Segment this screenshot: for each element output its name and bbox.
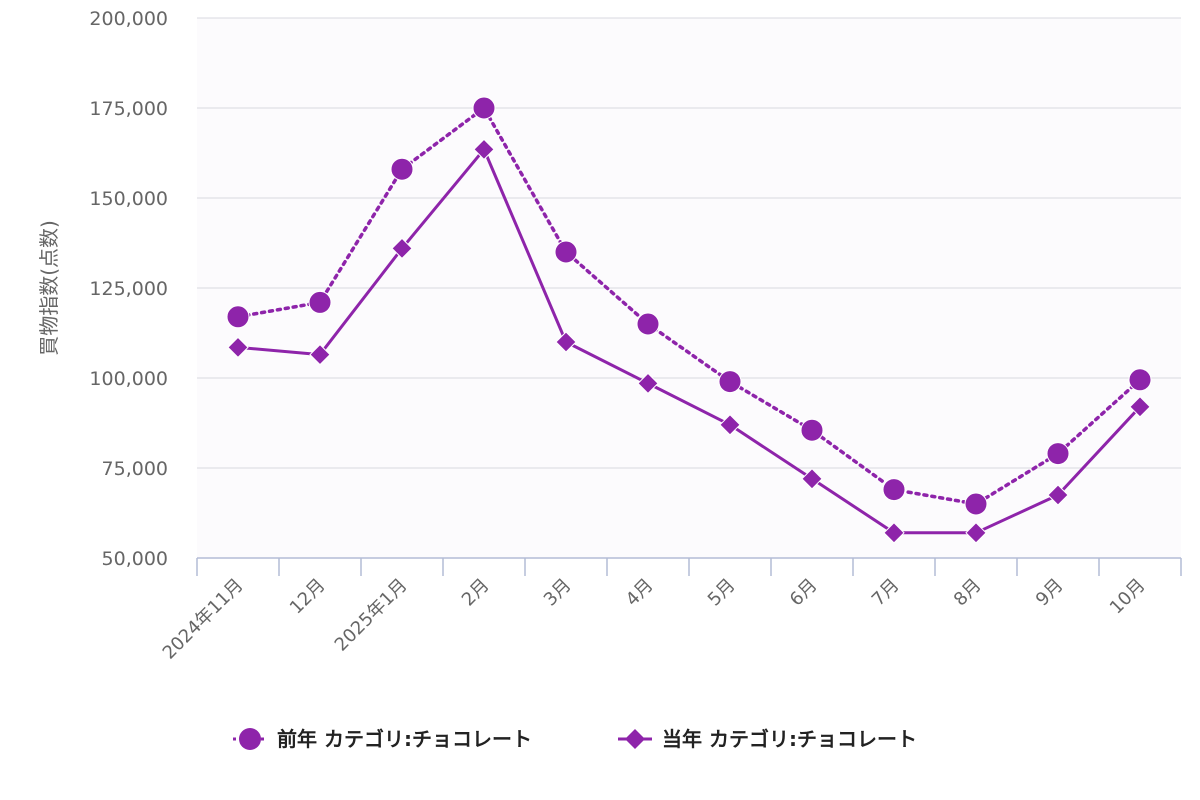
- data-point[interactable]: [472, 96, 496, 120]
- data-point[interactable]: [965, 522, 987, 544]
- series-line: [237, 147, 1142, 535]
- y-tick-label: 150,000: [89, 188, 168, 210]
- x-axis-ticks: 2024年11月 12月 2025年1月 2月 3月 4月 5月 6月 7月 8月 9月 10月: [159, 558, 1182, 664]
- data-point[interactable]: [555, 331, 577, 353]
- x-tick-label: 2月: [458, 575, 494, 611]
- data-point[interactable]: [390, 157, 414, 181]
- x-tick-label: 6月: [786, 575, 822, 611]
- legend-item-current-year[interactable]: 当年 カテゴリ:チョコレート: [618, 727, 917, 751]
- legend-item-previous-year[interactable]: 前年 カテゴリ:チョコレート: [233, 727, 532, 751]
- x-tick-label: 12月: [286, 575, 330, 619]
- legend-label: 当年 カテゴリ:チョコレート: [662, 727, 917, 751]
- x-tick-label: 3月: [540, 575, 576, 611]
- y-axis-ticks: 50,000 75,000 100,000 125,000 150,000 175,000…: [89, 8, 168, 570]
- legend-circle-icon: [239, 728, 261, 750]
- y-tick-label: 50,000: [102, 548, 168, 570]
- series-line: [236, 106, 1142, 506]
- data-point[interactable]: [719, 414, 741, 436]
- data-point[interactable]: [964, 492, 988, 516]
- grid-lines: [197, 17, 1181, 469]
- x-tick-label: 5月: [704, 575, 740, 611]
- data-point[interactable]: [1129, 396, 1151, 418]
- data-point[interactable]: [308, 290, 332, 314]
- data-point[interactable]: [473, 138, 495, 161]
- data-point[interactable]: [636, 312, 660, 336]
- x-tick-label: 8月: [950, 575, 986, 611]
- legend-label: 前年 カテゴリ:チョコレート: [277, 727, 532, 751]
- series-current-year: [227, 138, 1151, 544]
- data-point[interactable]: [1047, 484, 1069, 506]
- data-point[interactable]: [1046, 442, 1070, 466]
- series-group: [226, 96, 1152, 544]
- data-point[interactable]: [1128, 368, 1152, 392]
- data-point[interactable]: [391, 237, 413, 260]
- y-tick-label: 200,000: [89, 8, 168, 30]
- data-point[interactable]: [801, 468, 823, 490]
- data-point[interactable]: [637, 372, 659, 395]
- data-point[interactable]: [226, 305, 250, 329]
- data-point[interactable]: [800, 418, 824, 442]
- y-tick-label: 75,000: [102, 458, 168, 480]
- data-point[interactable]: [883, 522, 905, 544]
- data-point[interactable]: [309, 343, 331, 366]
- x-tick-label: 4月: [622, 575, 658, 611]
- data-point[interactable]: [718, 370, 742, 394]
- legend[interactable]: 前年 カテゴリ:チョコレート 当年 カテゴリ:チョコレート: [233, 727, 917, 751]
- y-tick-label: 175,000: [89, 98, 168, 120]
- x-tick-label: 2024年11月: [159, 575, 248, 664]
- legend-diamond-icon: [625, 729, 645, 749]
- data-point[interactable]: [554, 240, 578, 264]
- x-tick-label: 9月: [1032, 575, 1068, 611]
- y-tick-label: 125,000: [89, 278, 168, 300]
- x-tick-label: 7月: [868, 575, 904, 611]
- y-axis-label: 買物指数(点数): [37, 220, 61, 356]
- series-previous-year: [226, 96, 1152, 516]
- y-tick-label: 100,000: [89, 368, 168, 390]
- x-tick-label: 10月: [1106, 575, 1150, 619]
- x-tick-label: 2025年1月: [331, 575, 412, 656]
- data-point[interactable]: [882, 478, 906, 502]
- data-point[interactable]: [227, 336, 249, 359]
